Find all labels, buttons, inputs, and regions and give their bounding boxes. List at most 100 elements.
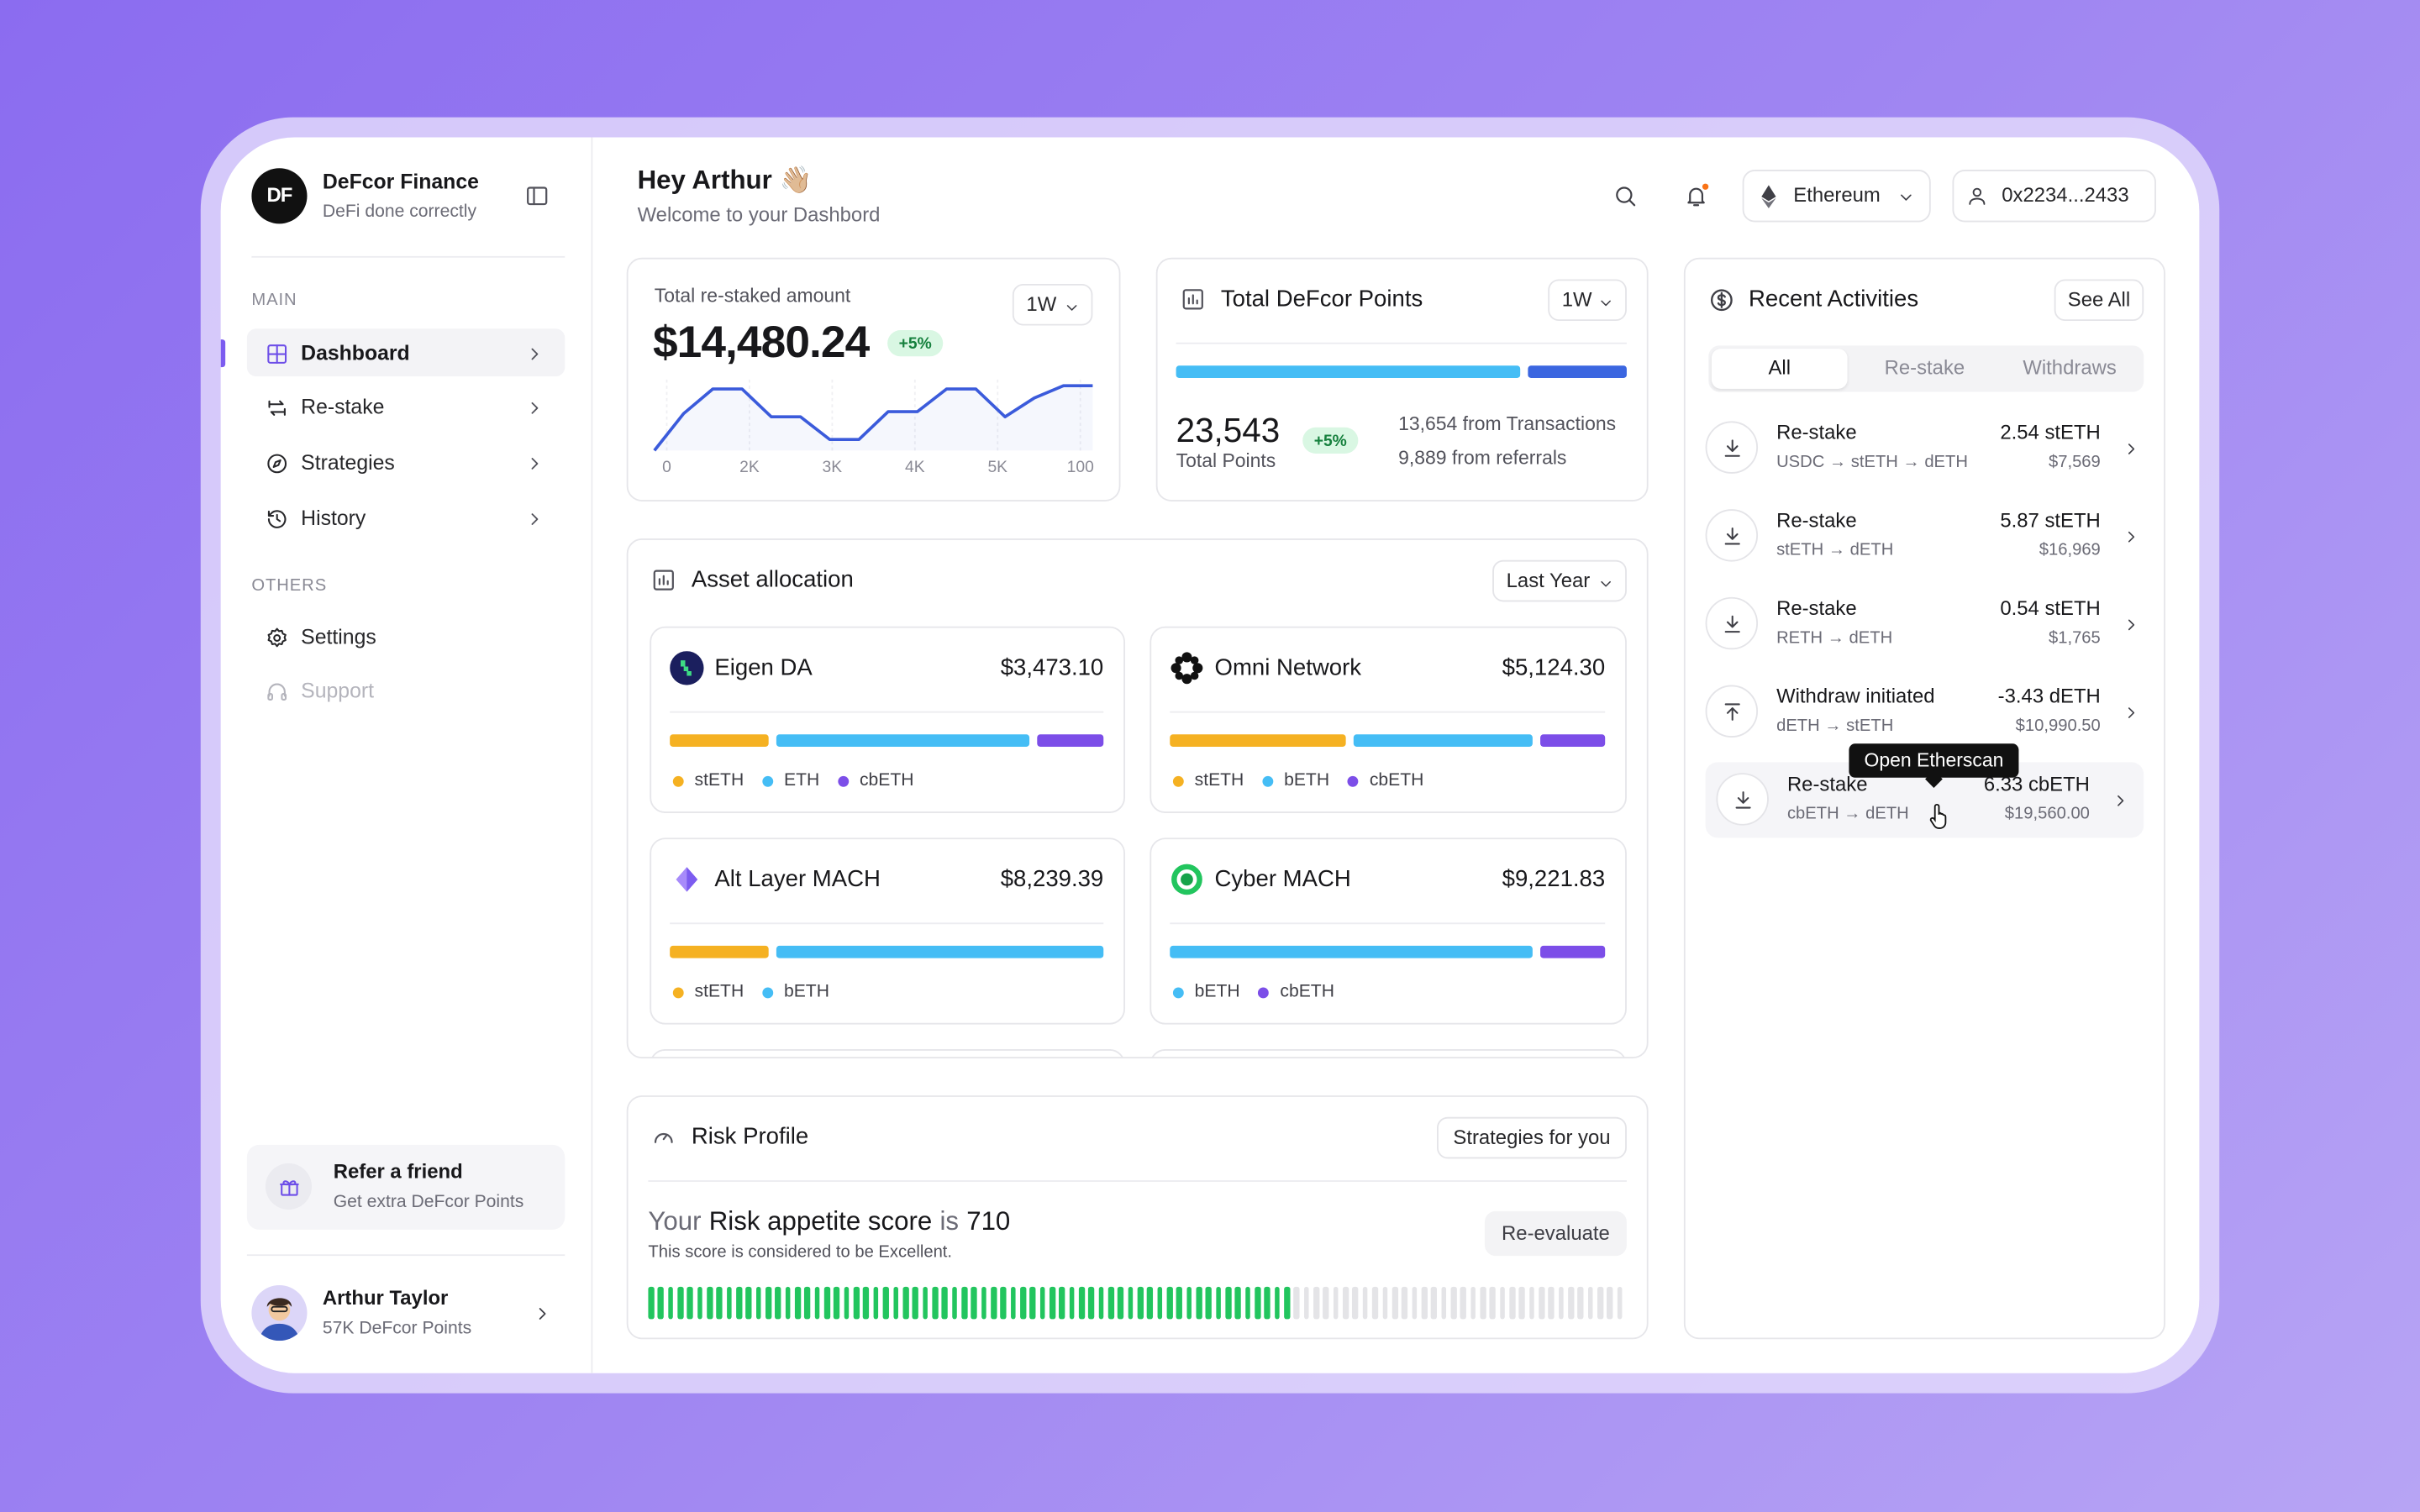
brand-logo: DF: [251, 168, 308, 224]
risk-meter-bar-filled: [1186, 1286, 1192, 1320]
activity-title: Re-stake: [1776, 508, 1857, 532]
icon-part: [266, 509, 286, 528]
strategies-button[interactable]: [1437, 1116, 1627, 1159]
icon-part: [530, 347, 538, 360]
asset-card[interactable]: [650, 626, 1125, 813]
nav-item[interactable]: [247, 666, 565, 714]
icon-part: [653, 570, 674, 591]
legend: stETH bETH cbETH: [1172, 770, 1603, 792]
icon-part: [266, 682, 287, 701]
risk-meter-bar: [1392, 1286, 1398, 1320]
icon: [1897, 186, 1915, 205]
risk-meter-bar-filled: [726, 1286, 733, 1320]
reevaluate-button[interactable]: [1484, 1210, 1627, 1257]
icon-part: [1181, 663, 1192, 673]
icon-part: [1929, 803, 1947, 829]
icon-part: [530, 402, 538, 413]
chart-x-label: 100: [1066, 458, 1094, 477]
risk-meter-bar: [1313, 1286, 1320, 1320]
risk-meter-bar-filled: [716, 1286, 723, 1320]
icon-part: [2128, 531, 2135, 543]
brand-name: DeFcor Finance: [322, 170, 479, 194]
icon-part: [538, 1307, 545, 1319]
icon-part: [2118, 795, 2124, 806]
asset-value: $8,239.39: [1000, 866, 1104, 893]
icon-part: [1761, 185, 1776, 208]
risk-meter-bar-filled: [951, 1286, 958, 1320]
points-total: 23,543: [1176, 411, 1281, 450]
icon: [265, 507, 288, 530]
asset-card[interactable]: [1150, 837, 1627, 1025]
user-name: Arthur Taylor: [322, 1285, 449, 1310]
tab-active-bg: [1711, 349, 1848, 389]
dropdown[interactable]: [1012, 283, 1093, 326]
risk-meter-bar: [1528, 1286, 1535, 1320]
dropdown[interactable]: [1548, 279, 1627, 322]
legend-label: stETH: [1194, 771, 1244, 790]
risk-meter-bar-filled: [1049, 1286, 1055, 1320]
legend-item: cbETH: [1258, 983, 1334, 1002]
risk-meter-bar-filled: [707, 1286, 713, 1320]
risk-score: Your Risk appetite score is 710: [648, 1205, 1450, 1238]
see-all-button[interactable]: [2054, 279, 2144, 322]
dropdown[interactable]: [1492, 559, 1627, 602]
asset-card[interactable]: [650, 837, 1125, 1025]
icon-part: [259, 1298, 300, 1341]
risk-meter-bar-filled: [658, 1286, 664, 1320]
card-title: Total DeFcor Points: [1220, 286, 1423, 312]
legend: bETH cbETH: [1172, 981, 1603, 1003]
legend-label: bETH: [1194, 983, 1240, 1002]
asset-icon: [1170, 651, 1203, 685]
icon: [1181, 287, 1205, 312]
nav-item-label: Strategies: [301, 450, 395, 475]
legend-dot: [672, 774, 684, 786]
icon-part: [530, 457, 538, 469]
nav-item[interactable]: [247, 494, 565, 542]
wallet-button[interactable]: [1952, 170, 2156, 223]
card: [626, 1095, 1649, 1340]
sidebar-border: [591, 137, 593, 1373]
risk-meter-bar-filled: [853, 1286, 860, 1320]
activity-usd: $10,990.50: [2015, 717, 2101, 736]
risk-meter-bar: [1411, 1286, 1418, 1320]
icon-part: [266, 453, 287, 473]
asset-name: Eigen DA: [714, 654, 813, 681]
icon-part: [654, 1132, 673, 1143]
risk-meter-bar-filled: [912, 1286, 918, 1320]
icon-part: [1616, 186, 1636, 207]
risk-meter-bar-filled: [844, 1286, 850, 1320]
network-label: Ethereum: [1793, 182, 1881, 207]
icon-part: [279, 1179, 298, 1195]
icon: [1966, 185, 1988, 207]
icon: [265, 342, 288, 365]
nav-item[interactable]: [247, 438, 565, 486]
restaked-amount: $14,480.24: [652, 318, 870, 368]
asset-card[interactable]: [1150, 626, 1627, 813]
icon: [1720, 524, 1744, 548]
user-points: 57K DeFcor Points: [322, 1320, 472, 1339]
risk-meter-bar-filled: [755, 1286, 762, 1320]
network-button[interactable]: [1742, 170, 1931, 223]
see-all-label: See All: [2067, 286, 2131, 311]
legend-item: bETH: [1172, 983, 1240, 1002]
risk-meter-bar-filled: [961, 1286, 967, 1320]
risk-meter-bar-filled: [1284, 1286, 1291, 1320]
change-badge-text: +5%: [1313, 431, 1347, 450]
change-badge: [887, 330, 944, 357]
risk-meter-bar: [1381, 1286, 1388, 1320]
icon: [1707, 286, 1733, 312]
nav-item[interactable]: [247, 612, 565, 660]
user-avatar: [251, 1285, 308, 1341]
icon-part: [1600, 580, 1611, 587]
nav-item-label: Re-stake: [301, 395, 385, 419]
icon: [265, 626, 288, 649]
activity-usd: $1,765: [2048, 628, 2101, 648]
legend-dot: [762, 774, 774, 786]
nav-item[interactable]: [247, 383, 565, 431]
icon-part: [1723, 614, 1739, 633]
activity-route: RETH → dETH: [1776, 628, 1893, 648]
risk-meter-bar: [1587, 1286, 1594, 1320]
risk-score-part: is: [939, 1206, 960, 1236]
legend-label: cbETH: [1280, 983, 1334, 1002]
